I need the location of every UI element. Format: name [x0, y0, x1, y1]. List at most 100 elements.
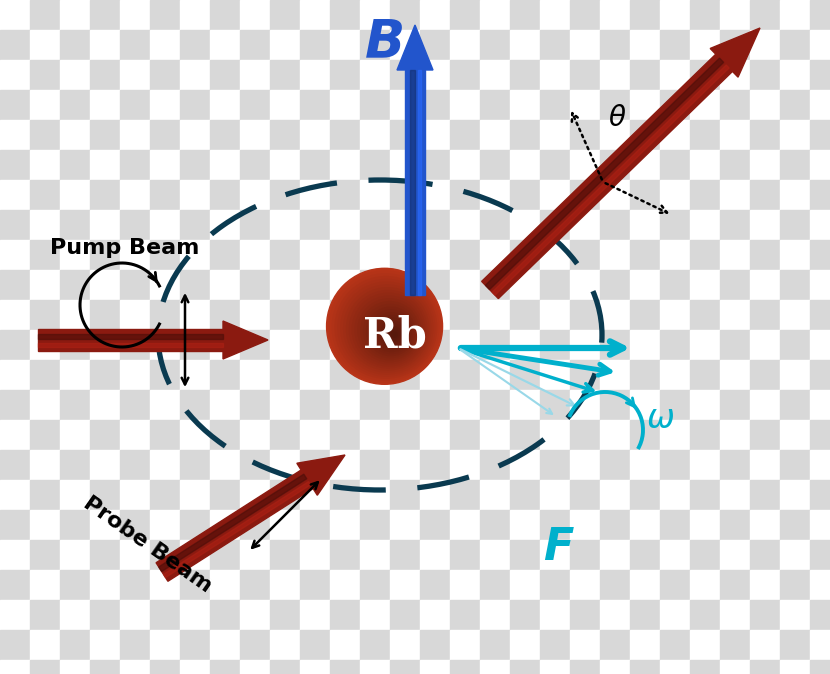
Bar: [750, 240, 780, 270]
Bar: [120, 270, 150, 300]
Bar: [180, 90, 210, 120]
Bar: [450, 510, 480, 540]
Bar: [420, 630, 450, 660]
Bar: [390, 180, 420, 210]
Bar: [780, 510, 810, 540]
Bar: [180, 540, 210, 570]
Bar: [30, 90, 60, 120]
Bar: [180, 420, 210, 450]
Bar: [270, 660, 300, 674]
Bar: [390, 480, 420, 510]
Bar: [360, 480, 390, 510]
Bar: [450, 630, 480, 660]
Bar: [300, 360, 330, 390]
Bar: [630, 510, 660, 540]
Bar: [450, 600, 480, 630]
Bar: [120, 300, 150, 330]
Polygon shape: [710, 28, 760, 77]
Bar: [540, 510, 570, 540]
Bar: [150, 600, 180, 630]
Bar: [360, 60, 390, 90]
Bar: [780, 60, 810, 90]
Bar: [450, 30, 480, 60]
Bar: [60, 600, 90, 630]
Circle shape: [387, 327, 401, 341]
Polygon shape: [417, 70, 421, 295]
Bar: [630, 150, 660, 180]
Bar: [30, 630, 60, 660]
Text: $\theta$: $\theta$: [608, 104, 626, 132]
Bar: [300, 330, 330, 360]
Bar: [150, 90, 180, 120]
Bar: [450, 120, 480, 150]
Bar: [480, 330, 510, 360]
Bar: [330, 210, 360, 240]
Bar: [0, 60, 30, 90]
Bar: [90, 330, 120, 360]
Polygon shape: [156, 470, 313, 581]
Bar: [90, 450, 120, 480]
Bar: [30, 510, 60, 540]
Bar: [420, 300, 450, 330]
Bar: [750, 630, 780, 660]
Bar: [60, 360, 90, 390]
Bar: [750, 150, 780, 180]
Bar: [180, 660, 210, 674]
Circle shape: [378, 318, 407, 347]
Bar: [330, 600, 360, 630]
Bar: [540, 300, 570, 330]
Bar: [270, 360, 300, 390]
Bar: [810, 150, 830, 180]
Bar: [750, 210, 780, 240]
Bar: [240, 300, 270, 330]
Bar: [480, 60, 510, 90]
Bar: [150, 510, 180, 540]
Bar: [420, 660, 450, 674]
Bar: [810, 510, 830, 540]
Bar: [150, 150, 180, 180]
Bar: [180, 450, 210, 480]
Bar: [540, 420, 570, 450]
Bar: [780, 600, 810, 630]
Bar: [0, 300, 30, 330]
Bar: [630, 600, 660, 630]
Bar: [90, 150, 120, 180]
Bar: [60, 60, 90, 90]
Bar: [570, 600, 600, 630]
Bar: [450, 300, 480, 330]
Bar: [630, 630, 660, 660]
Bar: [390, 420, 420, 450]
Bar: [270, 60, 300, 90]
Bar: [630, 330, 660, 360]
Bar: [150, 180, 180, 210]
Bar: [720, 90, 750, 120]
Bar: [600, 210, 630, 240]
Bar: [690, 180, 720, 210]
Bar: [240, 150, 270, 180]
Circle shape: [383, 324, 403, 343]
Bar: [780, 0, 810, 30]
Bar: [570, 630, 600, 660]
Bar: [420, 240, 450, 270]
Bar: [330, 0, 360, 30]
Bar: [0, 210, 30, 240]
Bar: [600, 0, 630, 30]
Bar: [480, 90, 510, 120]
Bar: [180, 390, 210, 420]
Bar: [270, 420, 300, 450]
Bar: [90, 240, 120, 270]
Bar: [210, 90, 240, 120]
Circle shape: [326, 268, 442, 384]
Bar: [180, 30, 210, 60]
Bar: [780, 30, 810, 60]
Bar: [750, 510, 780, 540]
Bar: [660, 150, 690, 180]
Bar: [420, 540, 450, 570]
Bar: [390, 660, 420, 674]
Bar: [450, 540, 480, 570]
Bar: [510, 540, 540, 570]
Bar: [420, 30, 450, 60]
Bar: [390, 540, 420, 570]
Bar: [780, 420, 810, 450]
Bar: [600, 360, 630, 390]
